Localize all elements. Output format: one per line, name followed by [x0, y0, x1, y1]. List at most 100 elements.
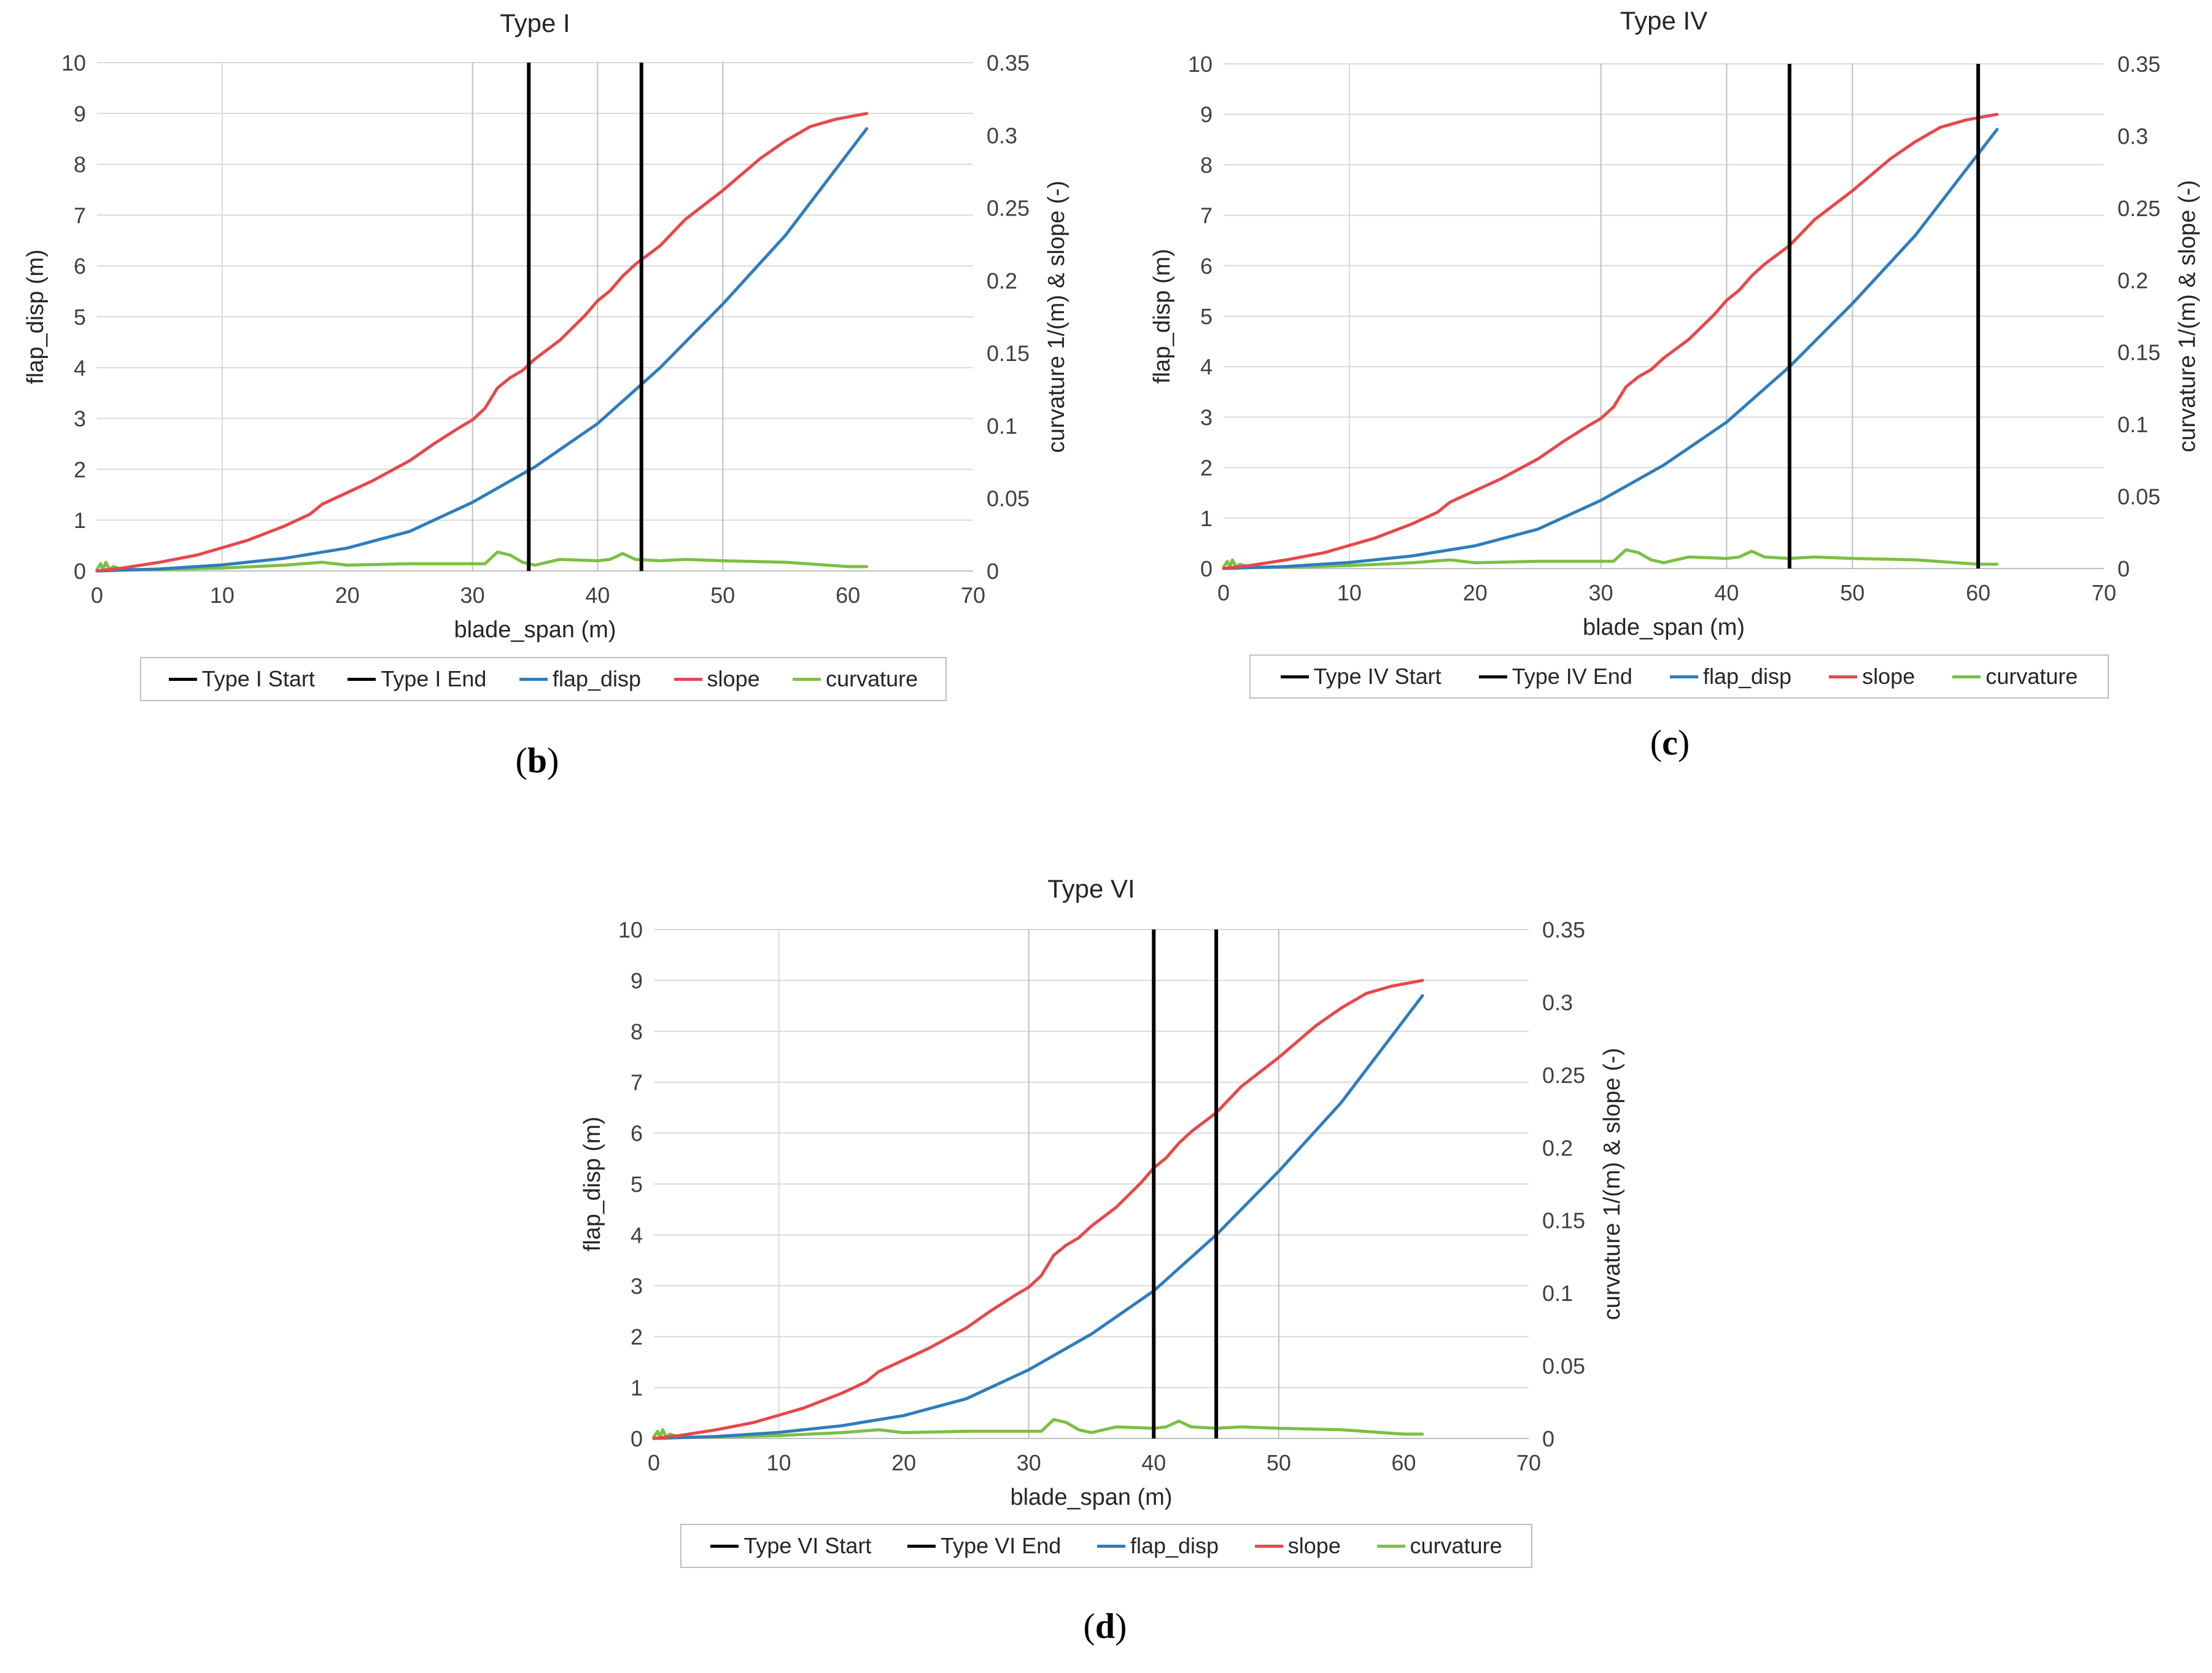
- legend-swatch: [673, 677, 702, 681]
- legend-label: flap_disp: [552, 666, 642, 691]
- caption-b: (b): [515, 740, 559, 780]
- chart-title: Type VI: [1047, 874, 1135, 903]
- x-tick-label: 40: [1141, 1450, 1166, 1475]
- legend-item-type-i-end: Type I End: [347, 666, 486, 692]
- y2-tick-label: 0.25: [2117, 196, 2160, 221]
- x-tick-label: 50: [710, 583, 735, 608]
- y-tick-label: 0: [1200, 556, 1213, 581]
- legend-swatch: [710, 1544, 739, 1548]
- y-tick-label: 10: [61, 50, 86, 76]
- legend-item-type-iv-end: Type IV End: [1478, 664, 1632, 689]
- x-tick-label: 20: [891, 1450, 916, 1475]
- y-tick-label: 1: [74, 508, 86, 533]
- legend-item-curvature: curvature: [793, 666, 918, 692]
- curvature-line: [95, 550, 869, 572]
- curvature-line: [652, 1418, 1424, 1439]
- x-tick-label: 30: [460, 583, 485, 608]
- legend-label: slope: [1862, 664, 1915, 689]
- legend-item-type-i-start: Type I Start: [168, 666, 315, 692]
- y-tick-label: 7: [1200, 203, 1213, 228]
- slope-line: [95, 112, 869, 573]
- y-tick-label: 5: [74, 305, 86, 330]
- legend-label: Type I End: [381, 666, 487, 691]
- legend-swatch: [1254, 1544, 1283, 1548]
- y-tick-label: 6: [631, 1121, 643, 1146]
- y-tick-label: 3: [631, 1273, 643, 1298]
- x-tick-label: 20: [1463, 580, 1488, 605]
- y2-tick-label: 0.1: [987, 413, 1017, 438]
- y-tick-label: 6: [1200, 254, 1213, 279]
- y2-tick-label: 0: [2117, 556, 2130, 581]
- y2-tick-label: 0.15: [987, 341, 1030, 366]
- x-tick-label: 0: [648, 1450, 660, 1475]
- legend-label: Type VI Start: [743, 1533, 872, 1558]
- chart-panel-type-iv: 0 1 2 3 4 5 6 7 8 9 10 0 0.05 0.1 0.15 0.2 0.25 0.3 0.35 0 1…: [1139, 4, 2207, 796]
- y2-tick-label: 0.25: [987, 196, 1030, 221]
- curvature-line: [1222, 548, 1999, 569]
- legend-swatch: [1478, 675, 1507, 678]
- y-tick-label: 8: [74, 152, 86, 177]
- x-tick-label: 10: [210, 583, 235, 608]
- y-tick-label: 8: [631, 1019, 643, 1044]
- flap_disp-line: [1222, 128, 1999, 570]
- y2-tick-label: 0.2: [1542, 1135, 1573, 1160]
- chart-panel-type-vi: 0 1 2 3 4 5 6 7 8 9 10 0 0.05 0.1 0.15 0.2 0.25 0.3 0.35 0 1…: [565, 872, 1625, 1670]
- caption-d: (d): [1083, 1606, 1127, 1646]
- y-tick-label: 2: [74, 457, 86, 482]
- legend-item-type-iv-start: Type IV Start: [1280, 664, 1442, 689]
- chart-type-iv: 0 1 2 3 4 5 6 7 8 9 10 0 0.05 0.1 0.15 0.2 0.25 0.3 0.35 0 1…: [1149, 6, 2200, 640]
- y-tick-label: 0: [74, 559, 86, 584]
- y-tick-label: 3: [1200, 405, 1213, 430]
- y-tick-label: 5: [1200, 304, 1213, 329]
- y-tick-label: 9: [74, 101, 86, 126]
- flap_disp-line: [652, 994, 1424, 1440]
- y-tick-label: 4: [1200, 354, 1213, 379]
- legend-swatch: [1096, 1544, 1125, 1548]
- y-axis-label: flap_disp (m): [1149, 249, 1175, 384]
- legend-item-flap-disp: flap_disp: [519, 666, 641, 692]
- y2-tick-label: 0.1: [1542, 1281, 1573, 1306]
- legend-item-flap-disp: flap_disp: [1096, 1533, 1219, 1559]
- y-tick-label: 2: [1200, 456, 1213, 481]
- y2-axis-label: curvature 1/(m) & slope (-): [1044, 180, 1069, 452]
- legend-label: Type VI End: [941, 1533, 1061, 1558]
- x-tick-label: 0: [1217, 580, 1230, 605]
- y-axis-label: flap_disp (m): [23, 249, 49, 384]
- x-tick-label: 60: [1391, 1450, 1416, 1475]
- chart-type-vi: 0 1 2 3 4 5 6 7 8 9 10 0 0.05 0.1 0.15 0.2 0.25 0.3 0.35 0 1…: [580, 874, 1625, 1510]
- legend-item-curvature: curvature: [1952, 664, 2078, 689]
- y-tick-label: 4: [631, 1222, 643, 1248]
- y2-tick-label: 0.2: [987, 268, 1017, 293]
- legend-swatch: [1669, 675, 1698, 678]
- legend-swatch: [1280, 675, 1309, 678]
- x-tick-label: 70: [2092, 580, 2116, 605]
- x-tick-label: 0: [91, 583, 103, 608]
- x-tick-label: 70: [1516, 1450, 1541, 1475]
- y-tick-label: 8: [1200, 152, 1213, 177]
- x-tick-label: 40: [1714, 580, 1739, 605]
- y2-tick-label: 0: [987, 559, 999, 584]
- y-tick-label: 10: [618, 917, 643, 942]
- legend-swatch: [347, 677, 376, 681]
- y-tick-label: 1: [1200, 506, 1213, 531]
- x-tick-label: 60: [836, 583, 860, 608]
- y-tick-label: 2: [631, 1324, 643, 1349]
- x-axis-label: blade_span (m): [454, 617, 616, 643]
- x-axis-label: blade_span (m): [1010, 1485, 1172, 1510]
- chart-panel-type-i: 0 1 2 3 4 5 6 7 8 9 10 0 0.05 0.1 0.15 0.2 0.25 0.3 0.35 0 1…: [12, 6, 1069, 798]
- y2-tick-label: 0.05: [987, 486, 1030, 511]
- x-tick-label: 10: [767, 1450, 791, 1475]
- y-tick-label: 3: [74, 406, 86, 432]
- x-tick-label: 40: [585, 583, 610, 608]
- slope-line: [652, 979, 1424, 1440]
- y-tick-label: 6: [74, 254, 86, 279]
- y2-axis-label: curvature 1/(m) & slope (-): [2175, 180, 2200, 452]
- x-tick-label: 20: [335, 583, 360, 608]
- y2-tick-label: 0.1: [2117, 412, 2148, 437]
- chart-title: Type IV: [1620, 6, 1707, 35]
- y-tick-label: 5: [631, 1172, 643, 1197]
- legend-swatch: [168, 677, 197, 681]
- chart-type-i: 0 1 2 3 4 5 6 7 8 9 10 0 0.05 0.1 0.15 0.2 0.25 0.3 0.35 0 1…: [23, 9, 1069, 643]
- legend-item-type-vi-start: Type VI Start: [710, 1533, 871, 1559]
- x-axis-label: blade_span (m): [1583, 615, 1745, 640]
